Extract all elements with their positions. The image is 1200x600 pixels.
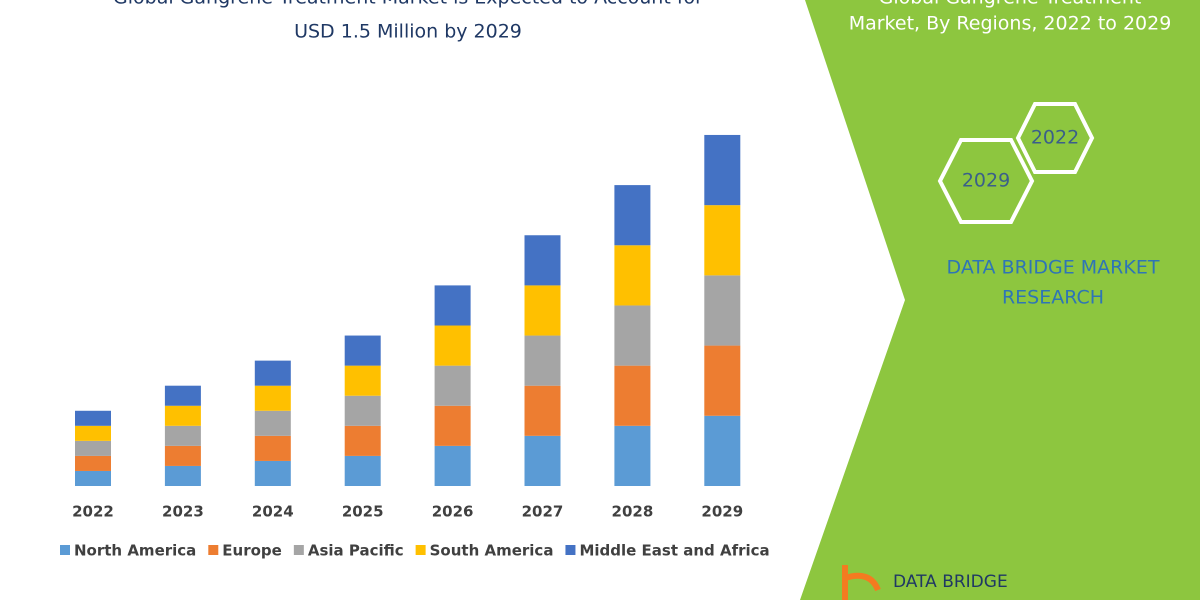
legend-swatch — [208, 545, 219, 555]
bar-segment — [344, 425, 381, 456]
brand-text: DATA BRIDGE MARKET — [947, 257, 1160, 279]
bar-segment — [524, 385, 561, 436]
legend-label: Asia Pacific — [308, 542, 404, 560]
bar-segment — [344, 365, 381, 396]
x-tick-label: 2027 — [522, 503, 564, 521]
bar-segment — [164, 405, 201, 426]
bar-segment — [254, 385, 291, 411]
bar-segment — [704, 345, 741, 416]
x-tick-label: 2029 — [701, 503, 743, 521]
panel-title: Global Gangrene Treatment — [879, 0, 1142, 9]
hexagon-label: 2029 — [962, 170, 1010, 192]
legend-swatch — [293, 545, 304, 555]
bar-segment — [524, 285, 561, 336]
x-tick-label: 2026 — [432, 503, 474, 521]
bar-segment — [524, 435, 561, 486]
legend-label: North America — [74, 542, 196, 560]
legend-label: Middle East and Africa — [579, 542, 769, 560]
chart-title: Global Gangrene Treatment Market is Expe… — [113, 0, 703, 9]
x-tick-label: 2023 — [162, 503, 204, 521]
bar-segment — [344, 395, 381, 426]
bar-segment — [434, 285, 471, 326]
bar-segment — [704, 275, 741, 346]
bar-segment — [75, 470, 111, 486]
legend-swatch — [60, 545, 70, 555]
hexagon — [937, 138, 1035, 224]
bar-segment — [344, 335, 381, 366]
plot: 2022 2023 2024 2025 2026 2027 2028 2029 North Am… — [60, 134, 770, 560]
bar-segment — [704, 415, 741, 486]
bar-segment — [254, 435, 291, 461]
chart-title: USD 1.5 Million by 2029 — [294, 21, 522, 43]
bar-segment — [614, 245, 651, 306]
bar-segment — [75, 425, 111, 441]
bar-segment — [524, 235, 561, 286]
brand-text: RESEARCH — [1002, 287, 1104, 309]
x-tick-label: 2022 — [72, 503, 114, 521]
bar-segment — [164, 425, 201, 446]
bar-segment — [75, 455, 111, 471]
bar-segment — [75, 410, 111, 426]
bar-segment — [344, 455, 381, 486]
bar-segment — [524, 335, 561, 386]
bar-segment — [254, 460, 291, 486]
bar-segment — [614, 185, 651, 246]
legend-label: Europe — [222, 542, 282, 560]
legend-swatch — [415, 545, 426, 555]
bar-segment — [614, 305, 651, 366]
bar-segment — [434, 365, 471, 406]
bar-segment — [434, 445, 471, 486]
bar-segment — [434, 325, 471, 366]
bar-segment — [434, 405, 471, 446]
x-tick-label: 2024 — [252, 503, 294, 521]
legend-swatch — [565, 545, 576, 555]
bar-segment — [614, 365, 651, 426]
bar-segment — [164, 445, 201, 466]
hexagon-label: 2022 — [1031, 127, 1079, 149]
hexagon — [1015, 102, 1095, 174]
bar-segment — [614, 425, 651, 486]
x-tick-label: 2025 — [342, 503, 384, 521]
logo-icon — [842, 565, 881, 600]
logo-text: DATA BRIDGE — [893, 572, 1008, 592]
legend-label: South America — [430, 542, 554, 560]
bar-segment — [164, 385, 201, 406]
side-panel — [800, 0, 1200, 600]
x-tick-label: 2028 — [612, 503, 654, 521]
bar-segment — [164, 465, 201, 486]
bar-segment — [254, 410, 291, 436]
bar-segment — [254, 360, 291, 386]
bar-segment — [75, 440, 111, 456]
panel-title: Market, By Regions, 2022 to 2029 — [849, 13, 1172, 35]
bar-segment — [704, 205, 741, 276]
bar-segment — [704, 134, 741, 206]
